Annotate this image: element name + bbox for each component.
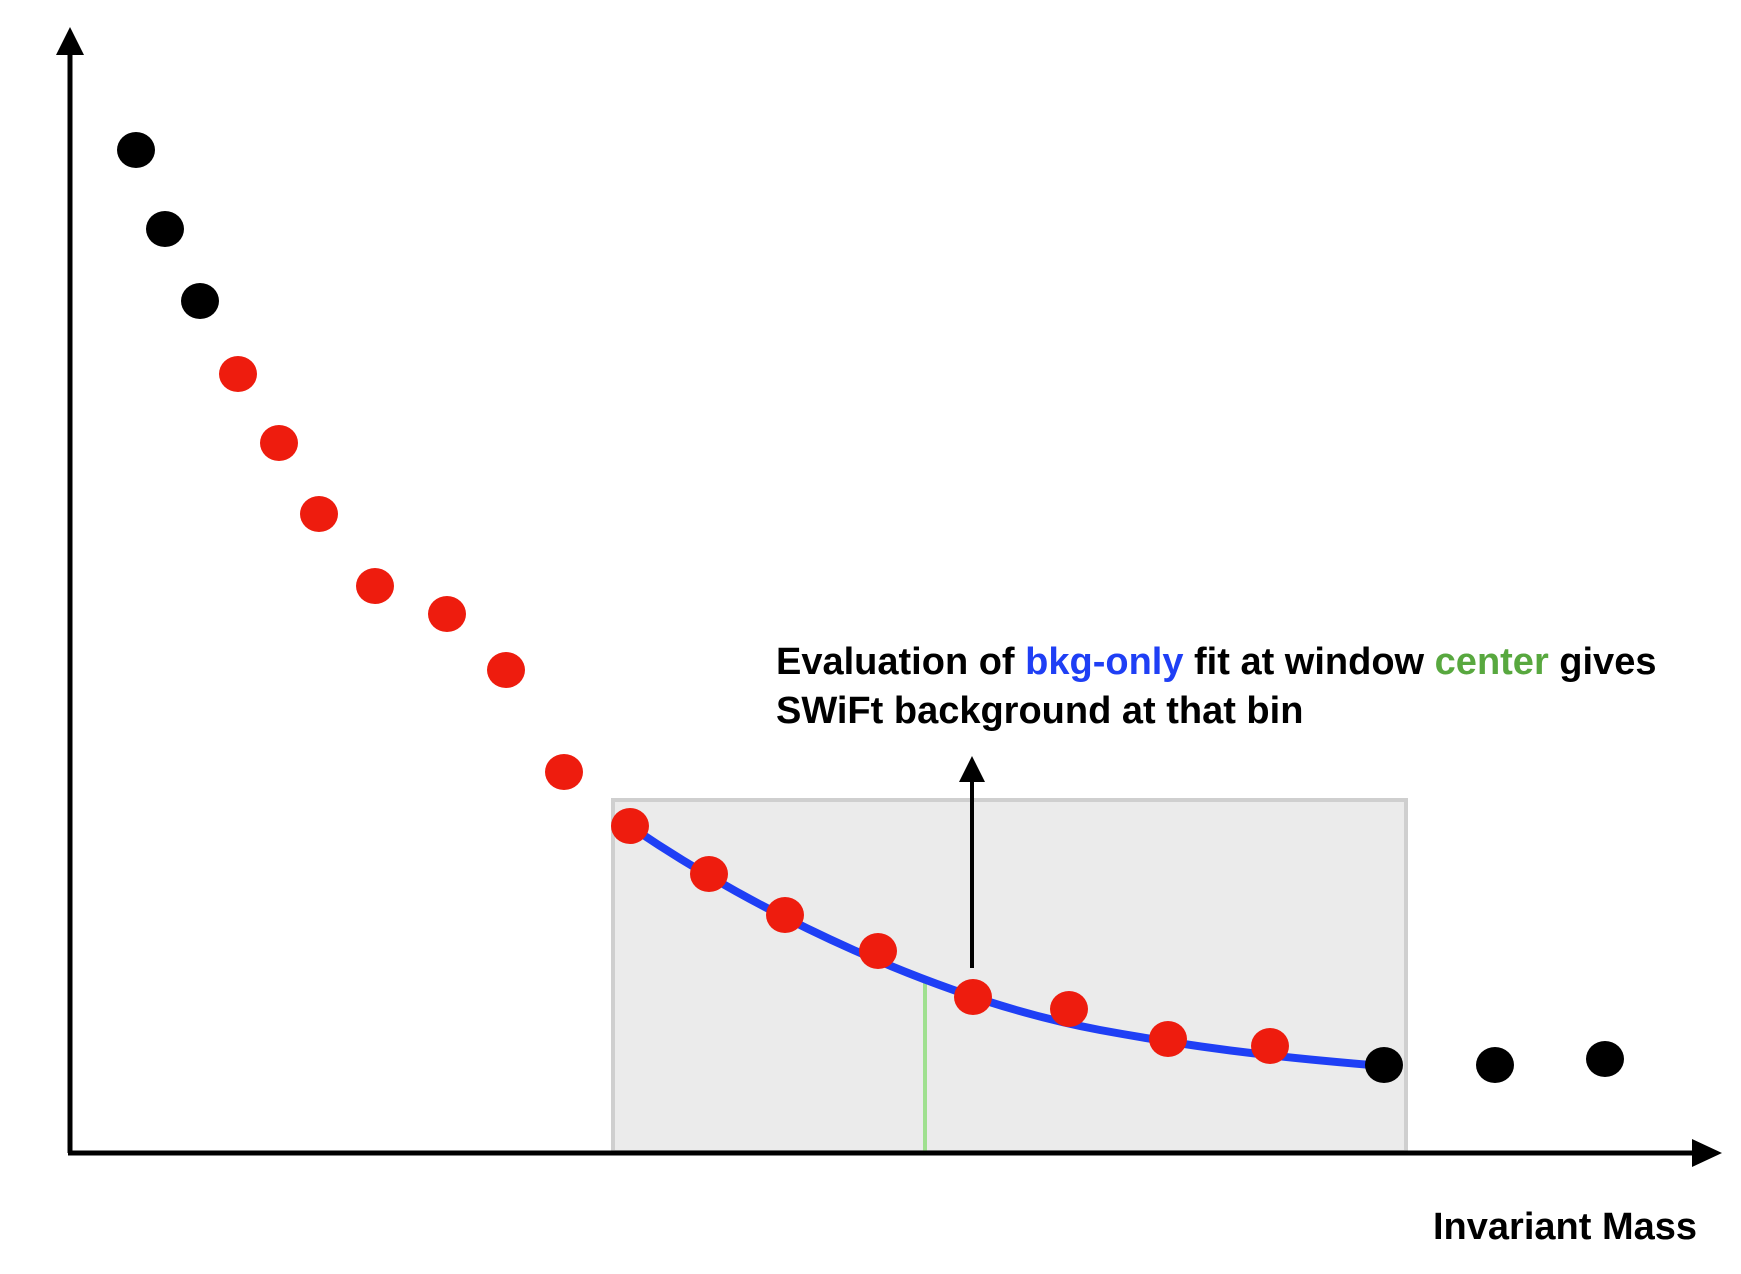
- annotation-line-1: Evaluation of bkg-only fit at window cen…: [776, 638, 1656, 687]
- data-point: [117, 132, 155, 168]
- data-point: [356, 568, 394, 604]
- data-point: [859, 933, 897, 969]
- fit-window: [611, 798, 1408, 1154]
- data-point: [146, 211, 184, 247]
- data-point: [181, 283, 219, 319]
- data-point: [487, 652, 525, 688]
- x-axis-label: Invariant Mass: [1433, 1206, 1697, 1248]
- annotation-text: fit at window: [1183, 641, 1435, 683]
- data-point: [1251, 1028, 1289, 1064]
- out-of-window-points: [117, 132, 1624, 1083]
- data-point: [1586, 1041, 1624, 1077]
- data-point: [611, 808, 649, 844]
- y-axis-arrow-icon: [56, 27, 84, 55]
- x-axis-arrow-icon: [1692, 1139, 1722, 1167]
- data-point: [1476, 1047, 1514, 1083]
- data-point: [1050, 991, 1088, 1027]
- annotation-text: Evaluation of: [776, 641, 1026, 683]
- swift-annotation: Evaluation of bkg-only fit at window cen…: [776, 638, 1656, 736]
- annotation-pointer-arrow-icon: [959, 756, 985, 782]
- data-point: [766, 897, 804, 933]
- data-point: [219, 356, 257, 392]
- data-point: [954, 979, 992, 1015]
- fit-region-points: [219, 356, 1289, 1064]
- data-point: [300, 496, 338, 532]
- data-point: [545, 754, 583, 790]
- fit-name-highlight: bkg-only: [1025, 641, 1184, 683]
- annotation-text: gives: [1548, 641, 1657, 683]
- data-point: [260, 425, 298, 461]
- annotation-line-2: SWiFt background at that bin: [776, 690, 1304, 732]
- data-point: [428, 596, 466, 632]
- data-point: [690, 856, 728, 892]
- center-highlight: center: [1434, 641, 1549, 683]
- data-point: [1365, 1047, 1403, 1083]
- data-point: [1149, 1021, 1187, 1057]
